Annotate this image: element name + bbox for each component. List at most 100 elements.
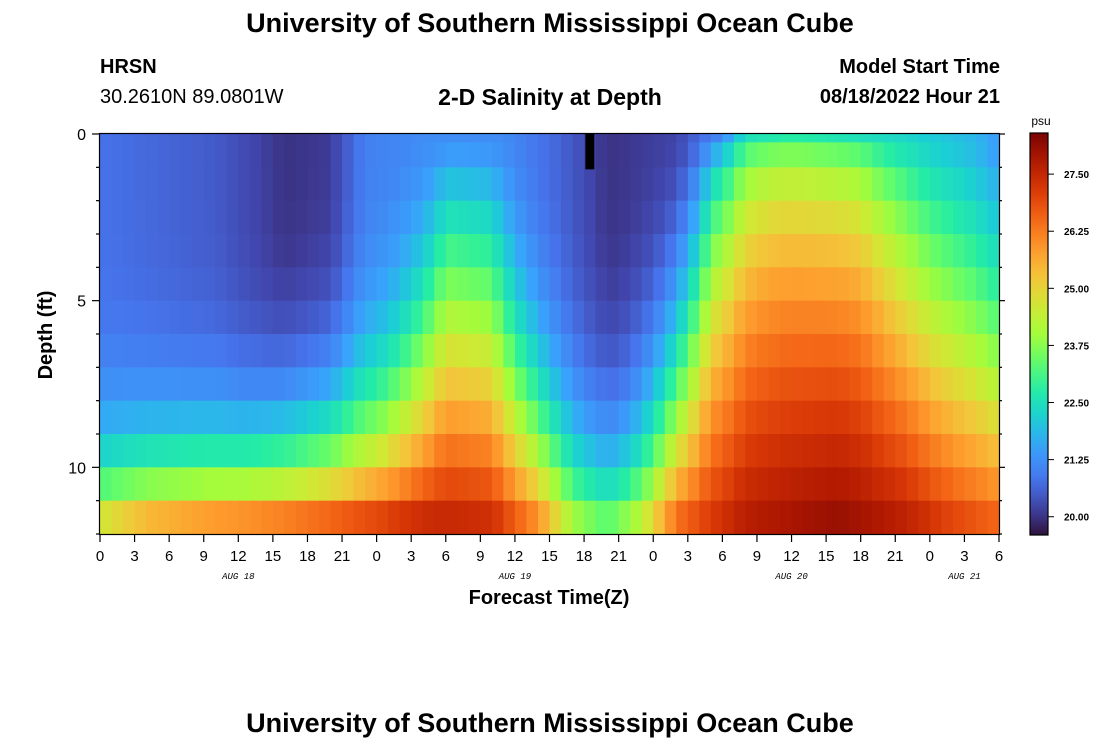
heatmap-cell <box>272 142 286 168</box>
heatmap-cell <box>607 167 620 202</box>
heatmap-cell <box>399 267 412 302</box>
heatmap-cell <box>780 434 793 468</box>
heatmap-cell <box>756 234 770 268</box>
heatmap-cell <box>537 400 551 435</box>
heatmap-cell <box>676 434 689 468</box>
heatmap-cell <box>388 434 401 468</box>
heatmap-cell <box>918 500 931 535</box>
heatmap-cell <box>814 267 827 302</box>
heatmap-cell <box>157 134 170 143</box>
heatmap-cell <box>883 167 896 202</box>
heatmap-cell <box>342 134 355 143</box>
heatmap-cell <box>399 134 412 143</box>
heatmap-cell <box>918 134 931 143</box>
heatmap-cell <box>157 400 170 435</box>
heatmap-cell <box>514 434 528 468</box>
heatmap-cell <box>365 467 378 502</box>
heatmap-cell <box>226 167 239 202</box>
heatmap-cell <box>146 167 159 202</box>
heatmap-cell <box>653 434 666 468</box>
heatmap-cell <box>768 334 781 368</box>
heatmap-cell <box>906 500 919 535</box>
heatmap-cell <box>975 434 989 468</box>
heatmap-cell <box>249 434 262 468</box>
heatmap-cell <box>491 434 504 468</box>
heatmap-cell <box>768 267 781 302</box>
heatmap-cell <box>872 142 885 168</box>
heatmap-cell <box>480 434 493 468</box>
heatmap-cell <box>595 334 608 368</box>
heatmap-cell <box>849 434 862 468</box>
heatmap-cell <box>111 267 124 302</box>
heatmap-cell <box>964 234 977 268</box>
heatmap-cell <box>964 434 977 468</box>
heatmap-cell <box>169 334 182 368</box>
heatmap-cell <box>618 500 631 535</box>
heatmap-cell <box>895 334 908 368</box>
heatmap-cell <box>595 467 608 502</box>
heatmap-cell <box>376 167 389 202</box>
heatmap-cell <box>618 142 631 168</box>
heatmap-cell <box>906 200 919 235</box>
heatmap-cell <box>607 134 620 143</box>
date-label: AUG 19 <box>498 572 532 582</box>
heatmap-cell <box>549 234 562 268</box>
heatmap-cell <box>814 434 827 468</box>
heatmap-cell <box>814 200 827 235</box>
heatmap-cell <box>699 200 712 235</box>
heatmap-cell <box>215 500 228 535</box>
heatmap-cell <box>226 367 239 402</box>
heatmap-cell <box>872 300 885 335</box>
heatmap-cell <box>480 200 493 235</box>
heatmap-cell <box>100 300 113 335</box>
heatmap-cell <box>457 334 470 368</box>
heatmap-cell <box>653 367 666 402</box>
heatmap-cell <box>906 467 919 502</box>
heatmap-cell <box>192 134 205 143</box>
heatmap-cell <box>549 167 562 202</box>
heatmap-cell <box>814 300 827 335</box>
heatmap-cell <box>261 367 274 402</box>
heatmap-cell <box>307 300 320 335</box>
heatmap-cell <box>111 434 124 468</box>
heatmap-cell <box>561 400 574 435</box>
heatmap-cell <box>768 300 781 335</box>
heatmap-cell <box>434 400 447 435</box>
heatmap-cell <box>941 267 954 302</box>
heatmap-cell <box>111 142 124 168</box>
heatmap-cell <box>318 334 332 368</box>
heatmap-cell <box>676 367 689 402</box>
heatmap-cell <box>687 400 700 435</box>
heatmap-cell <box>745 367 758 402</box>
heatmap-cell <box>388 167 401 202</box>
heatmap-cell <box>803 167 816 202</box>
heatmap-cell <box>503 467 516 502</box>
heatmap-cell <box>630 400 643 435</box>
heatmap-cell <box>342 400 355 435</box>
heatmap-cell <box>745 500 758 535</box>
heatmap-cell <box>445 167 458 202</box>
heatmap-cell <box>722 434 735 468</box>
heatmap-cell <box>710 134 723 143</box>
heatmap-cell <box>964 467 977 502</box>
heatmap-cell <box>295 200 309 235</box>
heatmap-cell <box>249 500 262 535</box>
heatmap-cell <box>584 434 597 468</box>
heatmap-cell <box>457 500 470 535</box>
heatmap-cell <box>618 200 631 235</box>
heatmap-cell <box>860 134 873 143</box>
heatmap-cell <box>549 400 562 435</box>
heatmap-cell <box>906 167 919 202</box>
heatmap-cell <box>595 142 608 168</box>
heatmap-cell <box>422 234 435 268</box>
heatmap-cell <box>203 434 216 468</box>
heatmap-cell <box>422 142 435 168</box>
heatmap-cell <box>676 234 689 268</box>
heatmap-cell <box>964 200 977 235</box>
heatmap-cell <box>284 142 297 168</box>
heatmap-cell <box>445 500 458 535</box>
heatmap-cell <box>480 267 493 302</box>
heatmap-cell <box>803 467 816 502</box>
heatmap-cell <box>342 500 355 535</box>
heatmap-cell <box>964 134 977 143</box>
